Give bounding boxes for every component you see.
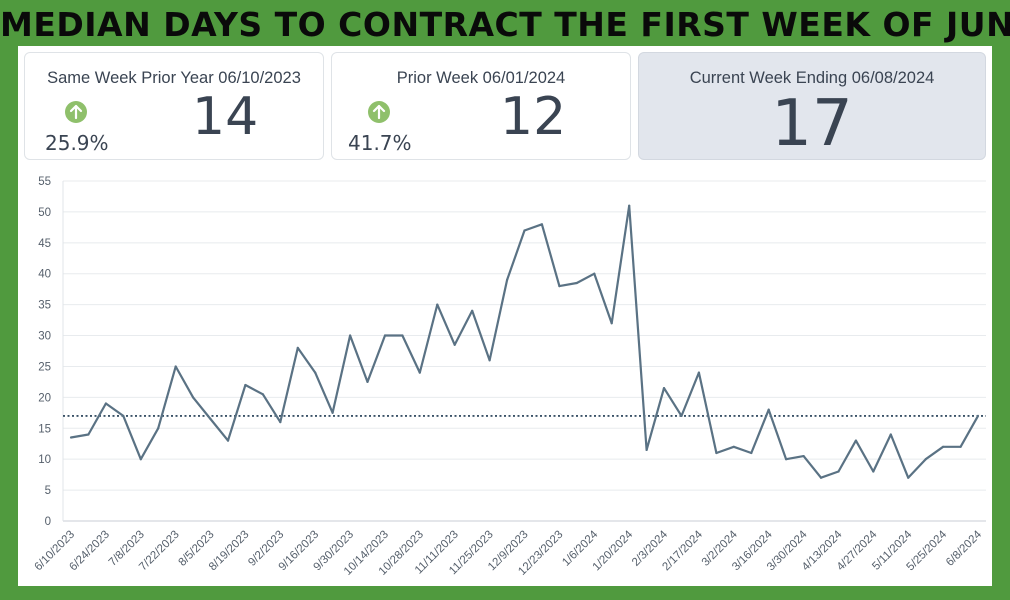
data-point — [819, 476, 823, 479]
data-point — [209, 417, 212, 421]
data-point — [69, 436, 73, 439]
data-point — [174, 365, 177, 368]
data-point — [366, 380, 369, 383]
data-point — [785, 458, 788, 461]
y-tick-label: 0 — [45, 516, 51, 528]
y-tick-label: 25 — [38, 361, 51, 373]
data-point — [942, 445, 945, 448]
data-point — [924, 458, 927, 461]
series-line — [70, 204, 979, 479]
data-point — [662, 387, 666, 390]
data-point — [732, 445, 735, 448]
data-point — [715, 451, 718, 455]
card-prior-week: Prior Week 06/01/2024 41.7% 12 — [331, 52, 631, 160]
data-point — [959, 445, 962, 448]
data-point — [226, 439, 230, 442]
data-point — [139, 458, 142, 461]
card-change: 41.7% — [348, 131, 412, 155]
y-tick-label: 20 — [38, 392, 51, 404]
card-value: 14 — [192, 87, 259, 147]
y-tick-label: 5 — [45, 485, 51, 497]
data-point — [854, 439, 858, 442]
y-tick-label: 35 — [38, 300, 51, 312]
data-point — [436, 303, 439, 306]
data-point — [453, 343, 456, 346]
data-point — [418, 371, 421, 374]
y-tick-label: 10 — [38, 454, 51, 466]
data-point — [471, 309, 474, 312]
card-current-week: Current Week Ending 06/08/2024 17 — [638, 52, 986, 160]
data-point — [628, 204, 631, 207]
y-tick-label: 55 — [38, 176, 51, 188]
data-point — [697, 371, 701, 374]
arrow-up-icon — [65, 101, 87, 123]
data-point — [349, 334, 352, 337]
data-point — [104, 402, 107, 405]
data-point — [976, 414, 980, 417]
data-point — [837, 470, 840, 473]
page-title: MEDIAN DAYS TO CONTRACT THE FIRST WEEK O… — [0, 5, 1010, 44]
data-point — [558, 285, 561, 288]
arrow-up-icon — [368, 101, 390, 123]
data-point — [244, 383, 247, 387]
x-tick-label: 6/8/2024 — [944, 528, 985, 569]
data-point — [575, 281, 578, 285]
y-tick-label: 50 — [38, 207, 51, 219]
data-point — [157, 427, 160, 430]
data-point — [331, 411, 334, 414]
card-same-week-prior-year: Same Week Prior Year 06/10/2023 25.9% 14 — [24, 52, 324, 160]
content-panel: Same Week Prior Year 06/10/2023 25.9% 14… — [18, 46, 992, 586]
data-point — [279, 421, 282, 424]
card-label: Same Week Prior Year 06/10/2023 — [47, 69, 301, 87]
data-point — [872, 470, 875, 473]
data-point — [296, 346, 299, 349]
data-point — [401, 334, 404, 337]
data-point — [523, 229, 526, 232]
y-tick-label: 15 — [38, 423, 51, 435]
data-point — [907, 476, 910, 479]
data-point — [87, 433, 90, 436]
card-value: 17 — [771, 87, 853, 161]
y-tick-label: 30 — [38, 331, 51, 343]
data-point — [645, 448, 648, 451]
data-point — [506, 278, 509, 281]
data-point — [767, 408, 770, 411]
data-point — [540, 223, 544, 226]
y-tick-label: 40 — [38, 269, 51, 281]
data-point — [488, 359, 491, 362]
card-change: 25.9% — [45, 131, 109, 155]
data-point — [889, 433, 892, 436]
data-point — [750, 451, 753, 455]
card-label: Current Week Ending 06/08/2024 — [689, 69, 935, 87]
data-point — [802, 455, 805, 458]
data-point — [593, 272, 596, 275]
y-tick-label: 45 — [38, 238, 51, 250]
data-point — [680, 414, 683, 417]
data-point — [383, 334, 387, 337]
data-point — [192, 396, 195, 399]
data-point — [610, 322, 613, 325]
card-value: 12 — [500, 87, 567, 147]
data-point — [261, 393, 264, 396]
data-point — [314, 371, 317, 374]
line-chart: 05101520253035404550556/10/20236/24/2023… — [32, 176, 986, 578]
data-point — [122, 414, 125, 417]
card-label: Prior Week 06/01/2024 — [396, 69, 566, 87]
